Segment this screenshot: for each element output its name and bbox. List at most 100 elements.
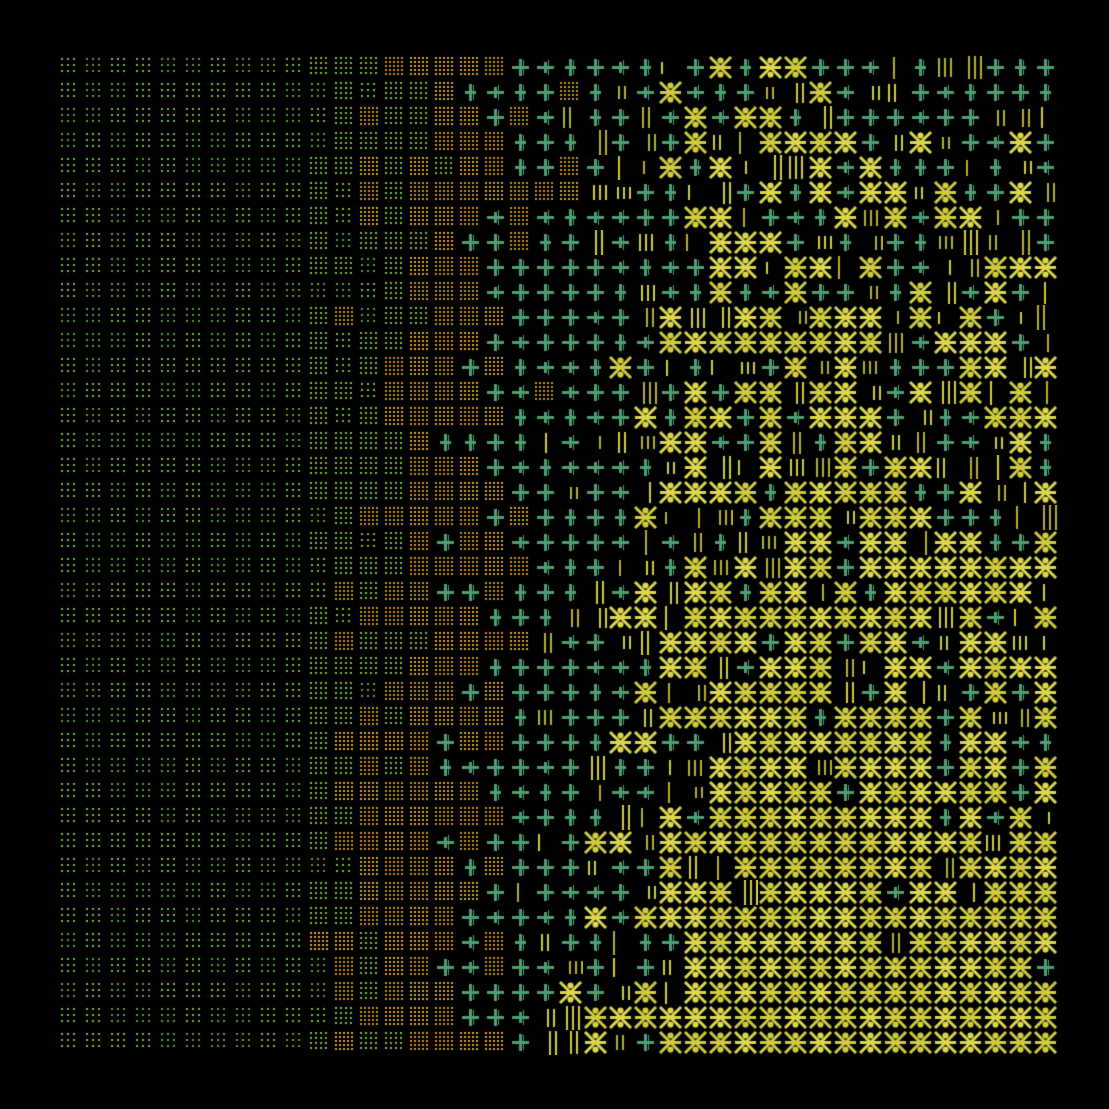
dots-medium-icon xyxy=(308,630,333,655)
plus-icon xyxy=(433,955,458,980)
asterisk-icon xyxy=(708,880,733,905)
matrix-cell xyxy=(183,855,208,880)
matrix-cell xyxy=(958,180,983,205)
matrix-cell xyxy=(458,430,483,455)
asterisk-icon xyxy=(708,630,733,655)
asterisk-icon xyxy=(733,780,758,805)
dots-sparse-icon xyxy=(158,980,183,1005)
dots-sparse-icon xyxy=(183,730,208,755)
plus-icon xyxy=(683,280,708,305)
dots-sparse-icon xyxy=(108,730,133,755)
matrix-cell xyxy=(408,480,433,505)
matrix-cell xyxy=(433,955,458,980)
dots-sparse-icon xyxy=(108,455,133,480)
matrix-cell xyxy=(683,880,708,905)
dots-sparse-icon xyxy=(108,130,133,155)
dots-dense-icon xyxy=(433,255,458,280)
dots-sparse-icon xyxy=(233,280,258,305)
matrix-cell xyxy=(558,505,583,530)
dots-sparse-icon xyxy=(333,855,358,880)
matrix-cell xyxy=(358,180,383,205)
plus-icon xyxy=(583,355,608,380)
bar-icon xyxy=(558,1005,583,1030)
matrix-cell xyxy=(258,705,283,730)
asterisk-icon xyxy=(958,805,983,830)
dots-sparse-icon xyxy=(158,80,183,105)
dots-sparse-icon xyxy=(258,930,283,955)
dots-sparse-icon xyxy=(83,380,108,405)
matrix-cell xyxy=(783,755,808,780)
dots-sparse-icon xyxy=(83,780,108,805)
matrix-cell xyxy=(558,755,583,780)
plus-icon xyxy=(583,155,608,180)
bar-icon xyxy=(708,555,733,580)
plus-icon xyxy=(508,530,533,555)
matrix-cell xyxy=(358,705,383,730)
matrix-cell xyxy=(508,1005,533,1030)
dots-medium-icon xyxy=(383,1030,408,1055)
matrix-cell xyxy=(358,230,383,255)
dots-sparse-icon xyxy=(333,280,358,305)
plus-icon xyxy=(1008,780,1033,805)
asterisk-icon xyxy=(958,205,983,230)
matrix-cell xyxy=(58,255,83,280)
matrix-cell xyxy=(208,580,233,605)
matrix-cell xyxy=(708,630,733,655)
matrix-cell xyxy=(108,380,133,405)
matrix-cell xyxy=(708,280,733,305)
plus-icon xyxy=(833,55,858,80)
matrix-cell xyxy=(58,330,83,355)
dots-sparse-icon xyxy=(133,955,158,980)
bar-icon xyxy=(958,55,983,80)
matrix-cell xyxy=(1033,405,1058,430)
asterisk-icon xyxy=(958,305,983,330)
matrix-cell xyxy=(158,255,183,280)
dots-dense-icon xyxy=(408,405,433,430)
asterisk-icon xyxy=(833,730,858,755)
dots-dense-icon xyxy=(508,505,533,530)
matrix-cell xyxy=(983,280,1008,305)
matrix-cell xyxy=(1008,855,1033,880)
bar-icon xyxy=(658,955,683,980)
dots-dense-icon xyxy=(358,755,383,780)
matrix-cell xyxy=(483,630,508,655)
matrix-cell xyxy=(408,180,433,205)
matrix-cell xyxy=(1033,280,1058,305)
matrix-cell xyxy=(83,280,108,305)
asterisk-icon xyxy=(758,430,783,455)
bar-icon xyxy=(808,455,833,480)
matrix-cell xyxy=(833,780,858,805)
asterisk-icon xyxy=(1008,255,1033,280)
bar-icon xyxy=(783,455,808,480)
matrix-cell xyxy=(883,555,908,580)
matrix-cell xyxy=(83,80,108,105)
matrix-cell xyxy=(983,380,1008,405)
plus-icon xyxy=(833,105,858,130)
matrix-cell xyxy=(58,980,83,1005)
matrix-cell xyxy=(1008,355,1033,380)
plus-icon xyxy=(1008,755,1033,780)
dots-medium-icon xyxy=(333,555,358,580)
matrix-cell xyxy=(233,830,258,855)
dots-sparse-icon xyxy=(58,555,83,580)
matrix-cell xyxy=(258,630,283,655)
asterisk-icon xyxy=(683,830,708,855)
matrix-cell xyxy=(658,730,683,755)
matrix-cell xyxy=(83,480,108,505)
bar-icon xyxy=(783,305,808,330)
dots-sparse-icon xyxy=(58,780,83,805)
matrix-cell xyxy=(333,505,358,530)
matrix-cell xyxy=(883,830,908,855)
dots-dense-icon xyxy=(408,1030,433,1055)
matrix-cell xyxy=(908,380,933,405)
dots-medium-icon xyxy=(308,730,333,755)
plus-icon xyxy=(433,580,458,605)
matrix-cell xyxy=(183,805,208,830)
matrix-cell xyxy=(133,780,158,805)
matrix-cell xyxy=(483,705,508,730)
matrix-cell xyxy=(508,855,533,880)
matrix-cell xyxy=(58,305,83,330)
matrix-cell xyxy=(333,55,358,80)
asterisk-icon xyxy=(933,905,958,930)
asterisk-icon xyxy=(1033,1005,1058,1030)
